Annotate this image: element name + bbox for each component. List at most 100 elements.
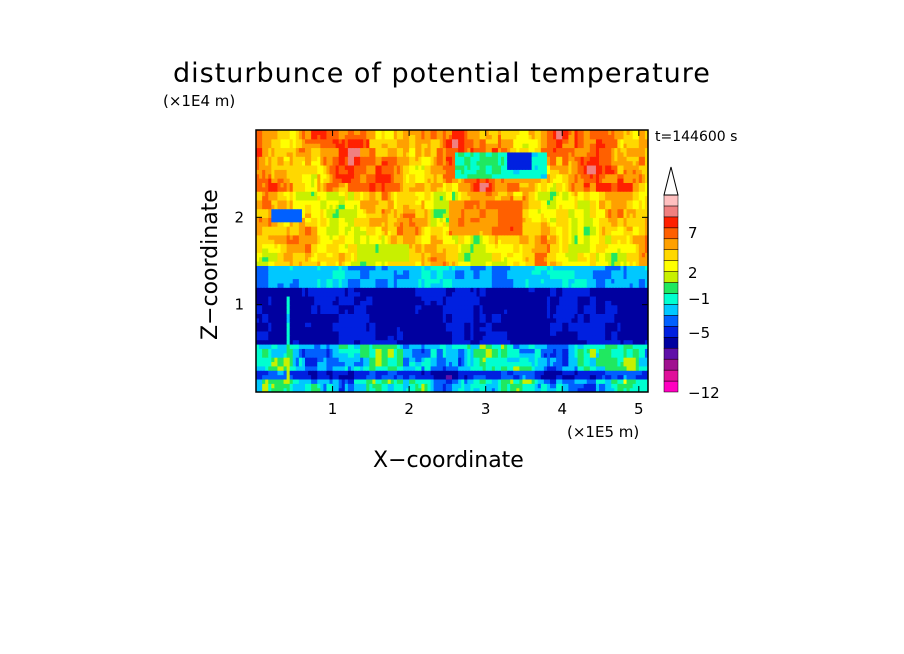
field-cell — [571, 300, 576, 306]
field-cell — [332, 343, 337, 349]
field-cell — [421, 291, 426, 297]
field-cell — [632, 265, 637, 271]
field-cell — [513, 304, 517, 310]
field-cell — [583, 239, 588, 245]
field-cell — [473, 247, 478, 253]
field-cell — [292, 252, 297, 258]
field-cell — [550, 348, 554, 354]
field-cell — [550, 221, 554, 227]
field-cell — [534, 378, 539, 384]
field-cell — [510, 243, 514, 249]
field-cell — [522, 282, 527, 288]
field-cell — [430, 304, 435, 310]
field-cell — [442, 226, 447, 232]
field-cell — [482, 335, 487, 341]
field-cell — [556, 226, 560, 232]
field-cell — [363, 287, 367, 293]
field-cell — [341, 247, 346, 253]
field-cell — [605, 291, 609, 297]
field-cell — [280, 383, 285, 389]
field-cell — [501, 291, 505, 297]
field-cell — [543, 291, 548, 297]
field-cell — [455, 304, 459, 310]
field-cell — [363, 269, 367, 275]
field-cell — [384, 256, 389, 262]
field-cell — [430, 365, 435, 371]
field-cell — [421, 357, 426, 363]
field-cell — [491, 352, 496, 358]
field-cell — [308, 330, 312, 336]
field-cell — [363, 282, 367, 288]
field-cell — [305, 252, 309, 258]
field-cell — [488, 343, 493, 349]
field-cell — [513, 374, 517, 380]
field-cell — [283, 361, 288, 367]
field-cell — [256, 365, 260, 371]
field-cell — [553, 300, 557, 306]
field-cell — [271, 339, 275, 345]
field-cell — [286, 339, 291, 345]
field-cell — [540, 252, 545, 258]
field-cell — [274, 278, 279, 284]
field-cell — [430, 378, 435, 384]
field-cell — [265, 304, 269, 310]
field-cell — [344, 330, 349, 336]
field-cell — [537, 230, 542, 236]
field-cell — [534, 282, 539, 288]
field-cell — [274, 378, 279, 384]
field-cell — [543, 265, 548, 271]
field-cell — [329, 256, 334, 262]
field-cell — [369, 322, 373, 328]
field-cell — [602, 330, 606, 336]
field-cell — [424, 265, 429, 271]
field-cell — [427, 313, 432, 319]
field-cell — [406, 221, 410, 227]
field-cell — [586, 261, 591, 266]
field-cell — [283, 282, 288, 288]
field-cell — [314, 269, 318, 275]
field-cell — [513, 287, 517, 293]
field-cell — [452, 295, 456, 301]
field-cell — [341, 304, 346, 310]
field-cell — [540, 278, 545, 284]
field-cell — [470, 300, 475, 306]
field-cell — [525, 278, 530, 284]
field-cell — [553, 352, 557, 358]
field-cell — [614, 335, 618, 341]
field-cell — [504, 361, 508, 367]
field-cell — [479, 370, 484, 376]
field-cell — [519, 348, 524, 354]
field-cell — [623, 322, 628, 328]
field-cell — [305, 243, 309, 249]
field-cell — [556, 256, 560, 262]
field-cell — [433, 335, 438, 341]
field-cell — [562, 295, 566, 301]
field-cell — [406, 317, 410, 323]
field-cell — [534, 374, 539, 380]
field-cell — [556, 265, 560, 271]
field-cell — [617, 282, 622, 288]
field-cell — [274, 304, 279, 310]
field-cell — [378, 239, 383, 245]
field-cell — [467, 252, 471, 258]
field-cell — [326, 234, 331, 240]
field-cell — [497, 265, 502, 271]
field-cell — [378, 234, 383, 240]
field-cell — [543, 309, 548, 314]
field-cell — [565, 357, 569, 363]
field-cell — [308, 247, 312, 253]
field-cell — [366, 387, 370, 392]
field-cell — [562, 274, 566, 280]
field-cell — [448, 221, 453, 227]
field-cell — [479, 252, 484, 258]
field-cell — [262, 361, 266, 367]
field-cell — [605, 278, 609, 284]
field-cell — [292, 365, 297, 371]
field-cell — [513, 247, 517, 253]
field-cell — [280, 265, 285, 271]
field-cell — [335, 348, 340, 354]
field-cell — [399, 309, 404, 314]
field-cell — [418, 374, 422, 380]
field-cell — [436, 282, 441, 288]
field-cell — [507, 374, 511, 380]
